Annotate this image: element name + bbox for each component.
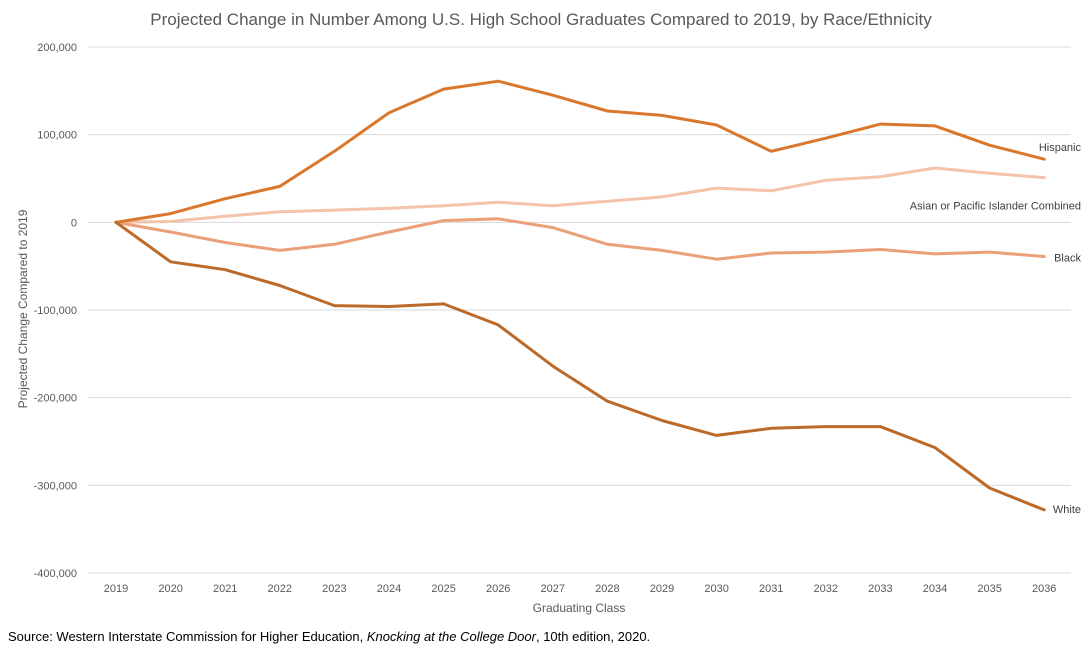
series-labels: Hispanic Asian or Pacific Islander Combin… <box>910 142 1082 516</box>
x-axis-ticks: 2019 2020 2021 2022 2023 2024 2025 2026 2027 2028… <box>104 583 1057 595</box>
x-tick-label: 2019 <box>104 583 128 595</box>
x-tick-label: 2025 <box>431 583 455 595</box>
series-line-asian-or-pacific-islander-combined <box>114 166 1046 224</box>
gridlines <box>88 46 1071 574</box>
series-label: White <box>1053 504 1081 516</box>
y-tick-label: -100,000 <box>34 305 77 317</box>
x-tick-label: 2033 <box>868 583 892 595</box>
y-tick-label: -300,000 <box>34 480 77 492</box>
y-tick-label: 0 <box>71 217 77 229</box>
x-tick-label: 2031 <box>759 583 783 595</box>
series-line-white <box>114 220 1046 512</box>
x-tick-label: 2020 <box>158 583 182 595</box>
source-prefix: Source: Western Interstate Commission fo… <box>8 629 367 644</box>
y-tick-label: -400,000 <box>34 568 77 580</box>
x-tick-label: 2035 <box>977 583 1001 595</box>
chart-title: Projected Change in Number Among U.S. Hi… <box>150 10 932 29</box>
series-line-hispanic <box>114 79 1046 224</box>
x-tick-label: 2026 <box>486 583 510 595</box>
x-tick-label: 2021 <box>213 583 237 595</box>
series-lines <box>114 79 1046 512</box>
source-note: Source: Western Interstate Commission fo… <box>8 629 650 644</box>
x-tick-label: 2032 <box>814 583 838 595</box>
line-chart: Projected Change in Number Among U.S. Hi… <box>16 10 1082 615</box>
source-suffix: , 10th edition, 2020. <box>535 629 651 644</box>
x-tick-label: 2030 <box>704 583 728 595</box>
y-axis-title: Projected Change Compared to 2019 <box>16 209 30 408</box>
x-tick-label: 2023 <box>322 583 346 595</box>
y-tick-label: -200,000 <box>34 393 77 405</box>
series-label: Hispanic <box>1039 142 1082 154</box>
x-axis-title: Graduating Class <box>533 601 626 615</box>
y-tick-label: 200,000 <box>37 42 77 54</box>
series-line-black <box>114 217 1046 261</box>
x-tick-label: 2027 <box>541 583 565 595</box>
x-tick-label: 2029 <box>650 583 674 595</box>
x-tick-label: 2034 <box>923 583 947 595</box>
x-tick-label: 2036 <box>1032 583 1056 595</box>
y-tick-label: 100,000 <box>37 130 77 142</box>
source-publication: Knocking at the College Door <box>366 629 536 644</box>
x-tick-label: 2028 <box>595 583 619 595</box>
y-axis-ticks: 200,000 100,000 0 -100,000 -200,000 -300,000 -… <box>34 42 77 580</box>
series-label: Asian or Pacific Islander Combined <box>910 201 1081 213</box>
series-label: Black <box>1054 253 1081 265</box>
x-tick-label: 2024 <box>377 583 401 595</box>
x-tick-label: 2022 <box>268 583 292 595</box>
